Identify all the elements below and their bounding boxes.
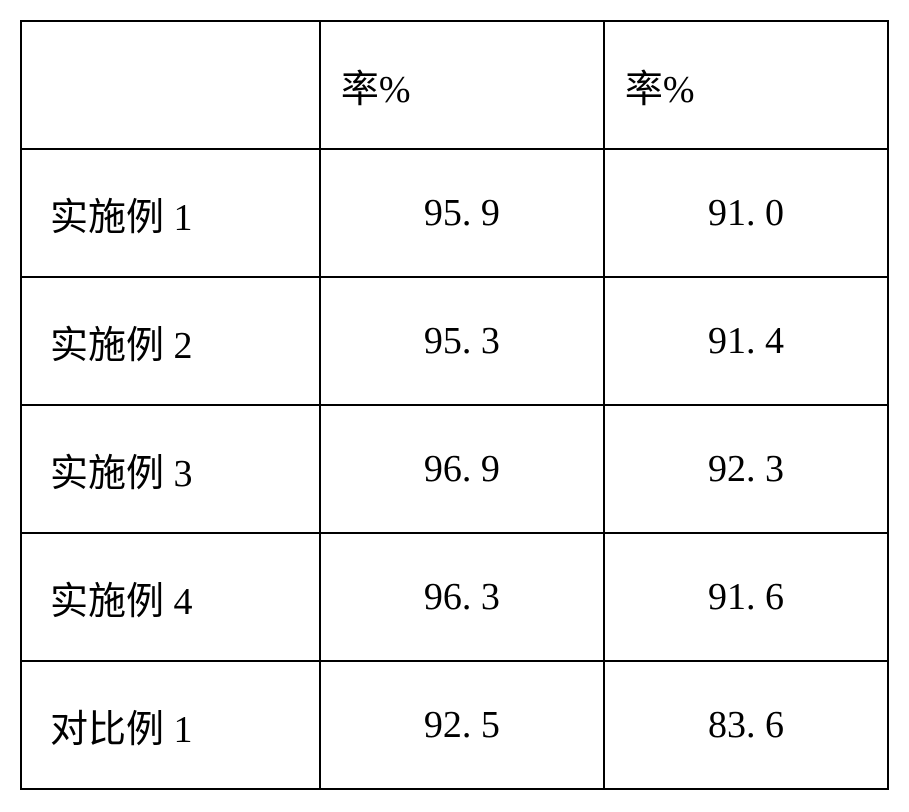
- header-cell-empty: [21, 21, 320, 149]
- table-header-row: 率% 率%: [21, 21, 888, 149]
- header-cell-rate2: 率%: [604, 21, 888, 149]
- row-value: 83. 6: [604, 661, 888, 789]
- row-label: 实施例 4: [21, 533, 320, 661]
- row-value: 92. 5: [320, 661, 604, 789]
- table-row: 对比例 1 92. 5 83. 6: [21, 661, 888, 789]
- row-value: 91. 4: [604, 277, 888, 405]
- row-value: 95. 3: [320, 277, 604, 405]
- table-row: 实施例 2 95. 3 91. 4: [21, 277, 888, 405]
- table-row: 实施例 3 96. 9 92. 3: [21, 405, 888, 533]
- row-value: 96. 9: [320, 405, 604, 533]
- row-label: 实施例 3: [21, 405, 320, 533]
- row-value: 92. 3: [604, 405, 888, 533]
- row-label: 实施例 2: [21, 277, 320, 405]
- header-cell-rate1: 率%: [320, 21, 604, 149]
- row-value: 96. 3: [320, 533, 604, 661]
- row-value: 91. 0: [604, 149, 888, 277]
- table-row: 实施例 4 96. 3 91. 6: [21, 533, 888, 661]
- row-label: 对比例 1: [21, 661, 320, 789]
- row-value: 91. 6: [604, 533, 888, 661]
- table-row: 实施例 1 95. 9 91. 0: [21, 149, 888, 277]
- data-table: 率% 率% 实施例 1 95. 9 91. 0 实施例 2 95. 3 91. …: [20, 20, 889, 790]
- row-value: 95. 9: [320, 149, 604, 277]
- row-label: 实施例 1: [21, 149, 320, 277]
